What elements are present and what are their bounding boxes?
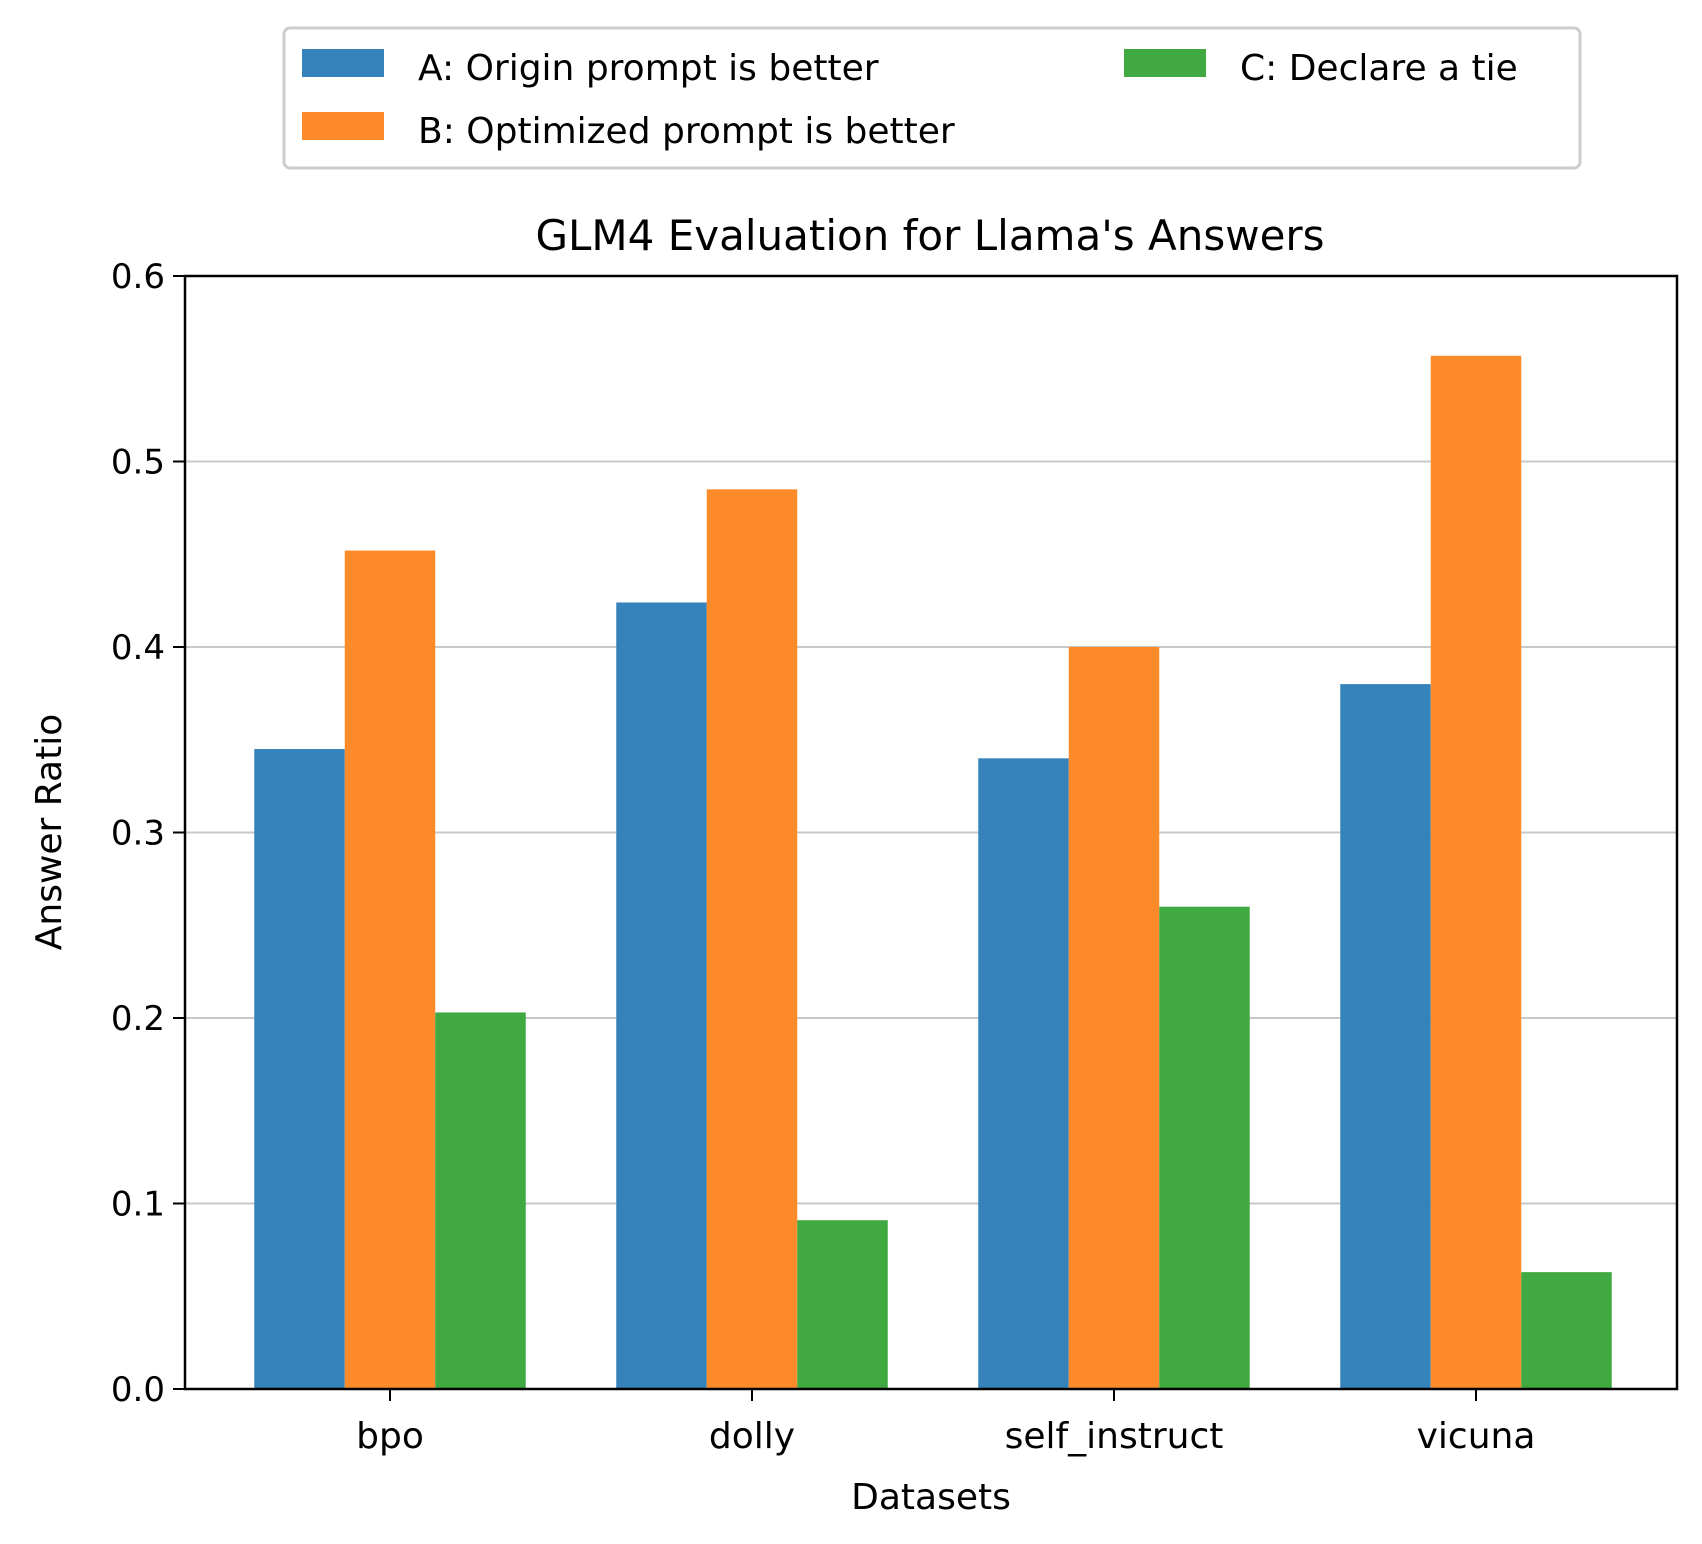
bar-self_instruct-b: [1068, 647, 1160, 1389]
x-ticks: bpo dolly self_instruct vicuna: [356, 1389, 1535, 1457]
bar-bpo-c: [435, 1012, 526, 1389]
legend-label: A: Origin prompt is better: [418, 48, 879, 89]
x-tick-label: self_instruct: [1005, 1416, 1224, 1457]
y-tick-label: 0.5: [111, 443, 165, 483]
bar-dolly-c: [797, 1220, 888, 1389]
chart-title: GLM4 Evaluation for Llama's Answers: [535, 211, 1324, 260]
bar-dolly-a: [616, 602, 707, 1389]
bar-dolly-b: [706, 489, 798, 1389]
bar-vicuna-a: [1340, 684, 1431, 1389]
bar-bpo-b: [344, 550, 436, 1389]
legend: A: Origin prompt is better B: Optimized p…: [282, 26, 1582, 170]
bar-self_instruct-c: [1159, 906, 1250, 1389]
y-tick-label: 0.2: [111, 999, 165, 1039]
y-tick-label: 0.6: [111, 257, 165, 297]
legend-label: B: Optimized prompt is better: [418, 111, 955, 152]
y-ticks: 0.0 0.1 0.2 0.3 0.4 0.5 0.6: [111, 257, 185, 1410]
legend-label: C: Declare a tie: [1240, 48, 1518, 89]
bar-self_instruct-a: [978, 758, 1069, 1389]
x-axis-label: Datasets: [851, 1477, 1011, 1518]
y-tick-label: 0.4: [111, 628, 165, 668]
y-tick-label: 0.3: [111, 814, 165, 854]
x-tick-label: vicuna: [1417, 1416, 1536, 1457]
legend-swatch: [302, 49, 384, 77]
y-tick-label: 0.1: [111, 1185, 165, 1225]
legend-frame: [282, 26, 1582, 170]
bar-vicuna-c: [1521, 1272, 1612, 1389]
y-axis-label: Answer Ratio: [29, 714, 70, 950]
bars: [254, 355, 1612, 1389]
y-tick-label: 0.0: [111, 1370, 165, 1410]
x-tick-label: dolly: [709, 1416, 795, 1457]
legend-swatch: [1124, 49, 1206, 77]
legend-swatch: [302, 112, 384, 140]
bar-bpo-a: [254, 749, 345, 1389]
x-tick-label: bpo: [356, 1416, 424, 1457]
bar-vicuna-b: [1430, 355, 1522, 1389]
